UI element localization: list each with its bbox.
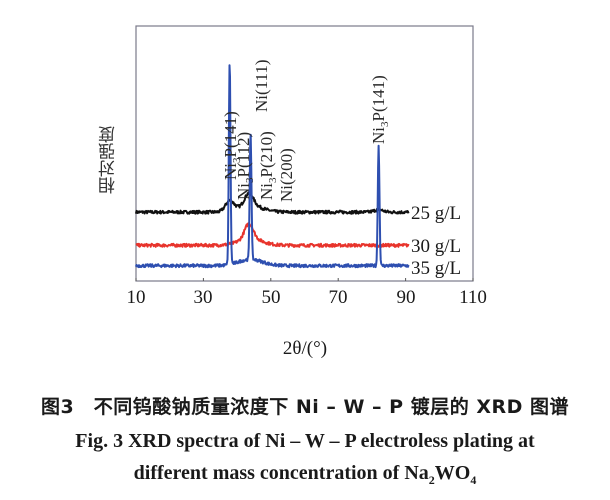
x-tick-90: 90 — [397, 287, 416, 308]
peak-label-ni3p-141-a: Ni3P(141) — [221, 111, 243, 180]
series-layer — [135, 64, 410, 269]
caption-sub: 4 — [470, 473, 477, 487]
series-25gL — [135, 190, 410, 215]
caption-sub: 2 — [428, 473, 435, 487]
legend-25gL: 25 g/L — [411, 203, 461, 224]
x-ticks — [135, 278, 474, 281]
peak-label-ni3p-112: Ni3P(112) — [234, 132, 256, 200]
peak-label-ni-200: Ni(200) — [277, 148, 296, 202]
peak-label-ni3p-210: Ni3P(210) — [257, 131, 279, 200]
peak-label-ni-111: Ni(111) — [252, 59, 271, 112]
caption-english-line2: different mass concentration of Na2WO4 — [0, 462, 610, 488]
x-tick-30: 30 — [194, 287, 213, 308]
x-axis-label: 2θ/(°) — [283, 338, 327, 359]
x-tick-70: 70 — [329, 287, 348, 308]
x-tick-110: 110 — [459, 287, 487, 308]
series-35gL — [135, 64, 410, 269]
x-tick-50: 50 — [262, 287, 281, 308]
plot-frame — [135, 25, 474, 282]
legend-35gL: 35 g/L — [411, 258, 461, 279]
caption-text: different mass concentration of Na — [133, 462, 429, 484]
xrd-chart: 10 30 50 70 90 110 2θ/(°) 25 g/L 30 g/L … — [127, 25, 487, 359]
series-30gL — [135, 222, 410, 248]
caption-text: WO — [434, 462, 471, 484]
peak-label-ni3p-141-b: Ni3P(141) — [369, 75, 391, 144]
caption-english-line1: Fig. 3 XRD spectra of Ni – W – P electro… — [75, 430, 535, 452]
x-tick-10: 10 — [127, 287, 146, 308]
legend-30gL: 30 g/L — [411, 236, 461, 257]
y-axis-label: 相对强度 — [99, 126, 119, 194]
caption-chinese: 图3 不同钨酸钠质量浓度下 Ni – W – P 镀层的 XRD 图谱 — [41, 396, 569, 418]
